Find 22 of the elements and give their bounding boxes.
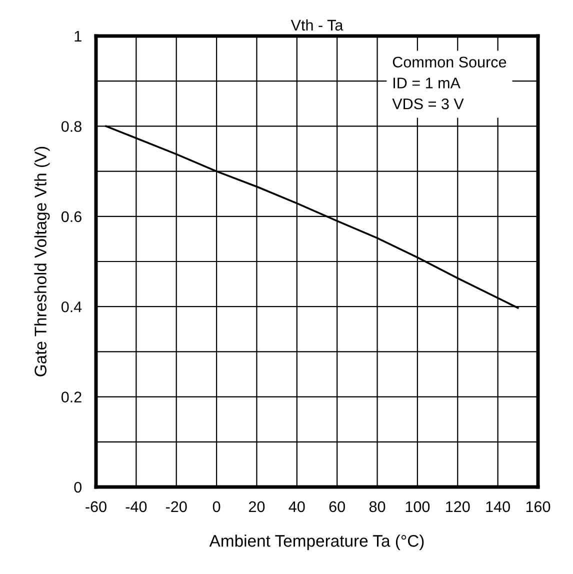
- x-tick-label: -20: [166, 501, 187, 512]
- x-tick-label: -40: [126, 501, 147, 512]
- y-tick-label: 0: [74, 482, 82, 493]
- y-tick-label: 0.4: [61, 301, 82, 312]
- x-tick-label: 40: [288, 501, 305, 512]
- y-tick-label: 0.2: [61, 392, 82, 402]
- x-tick-label: 0: [212, 501, 220, 512]
- annotation: Common Source ID = 1 mA VDS = 3 V: [392, 56, 506, 110]
- x-tick-label: -60: [86, 501, 106, 512]
- y-tick-label: 1: [74, 31, 82, 42]
- y-tick-label: 0.6: [61, 211, 82, 222]
- x-tick-label: 160: [526, 501, 550, 512]
- x-tick-label: 100: [406, 501, 430, 512]
- chart-title: Vth - Ta: [290, 19, 344, 31]
- x-tick-label: 80: [369, 501, 386, 512]
- x-tick-label: 20: [249, 501, 265, 512]
- x-tick-label: 60: [329, 501, 345, 512]
- y-axis-title: Gate Threshold Voltage Vth (V): [34, 146, 50, 376]
- y-tick-label: 0.8: [61, 121, 82, 132]
- x-tick-label: 140: [486, 501, 510, 512]
- x-tick-label: 120: [446, 501, 470, 512]
- x-axis-title: Ambient Temperature Ta (°C): [209, 534, 424, 550]
